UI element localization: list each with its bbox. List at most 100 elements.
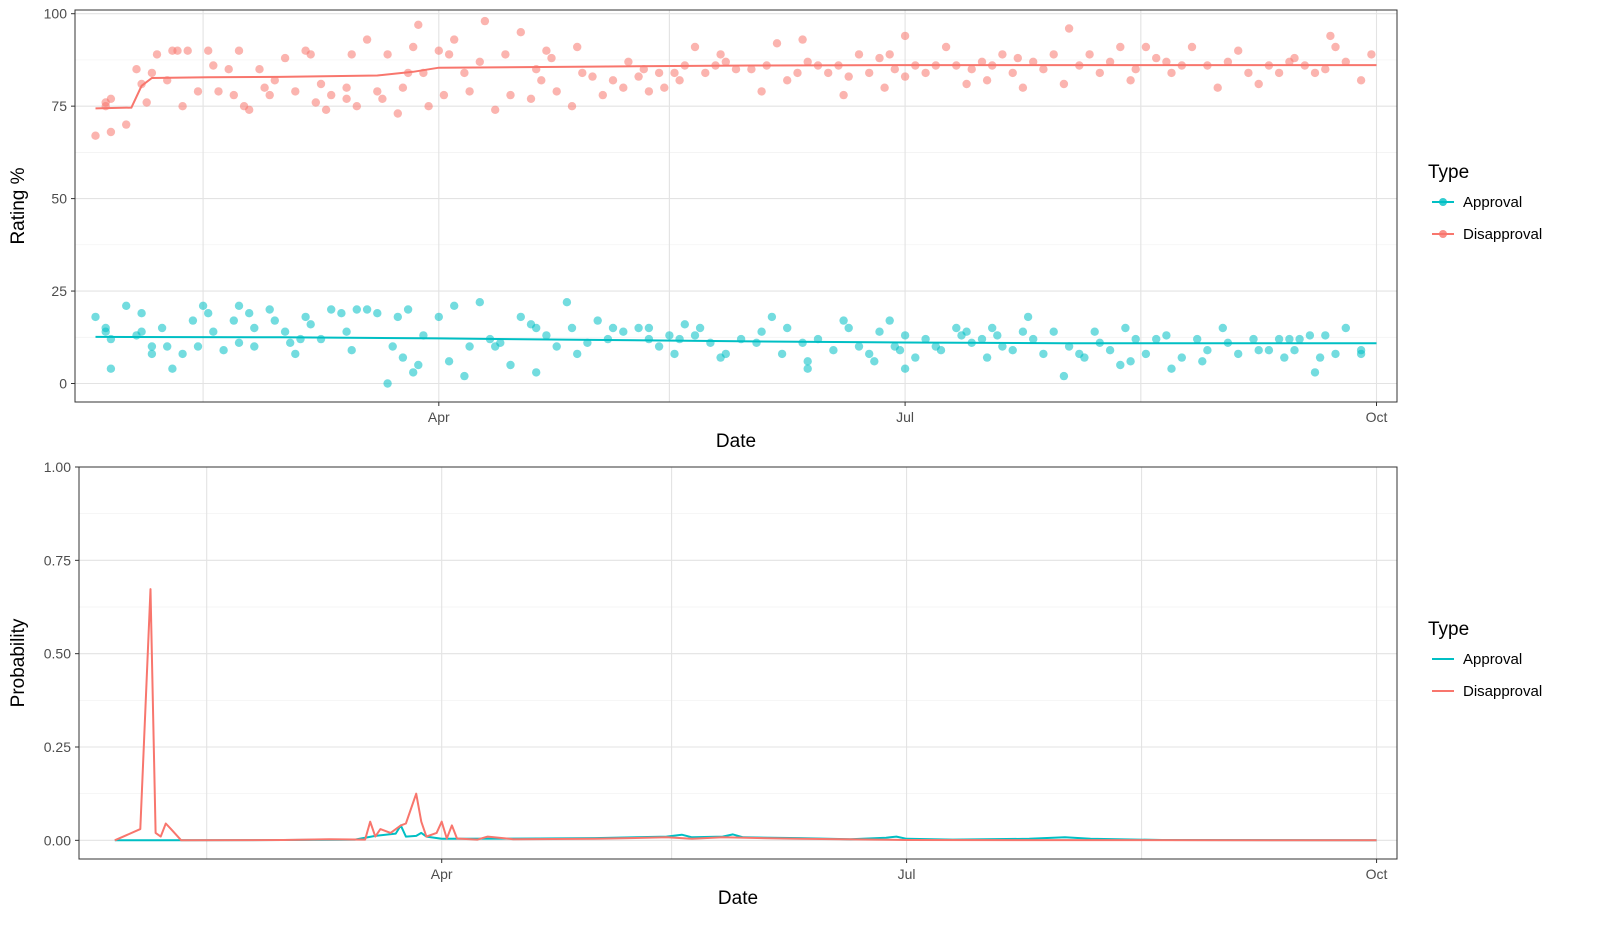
data-point <box>962 79 971 89</box>
data-point <box>644 87 654 96</box>
data-point <box>265 90 274 100</box>
y-tick-label: 50 <box>51 191 67 207</box>
data-point <box>475 298 484 307</box>
data-point <box>675 76 684 85</box>
data-point <box>900 364 910 373</box>
data-point <box>214 87 223 96</box>
data-point <box>106 94 116 104</box>
data-point <box>634 72 643 81</box>
data-point <box>1167 68 1176 78</box>
data-point <box>204 46 213 55</box>
data-point <box>1131 334 1140 344</box>
y-tick-label: 100 <box>44 6 68 22</box>
data-point <box>342 83 351 92</box>
data-point <box>460 68 469 78</box>
data-point <box>757 327 766 336</box>
data-point <box>962 327 971 336</box>
data-point <box>829 346 838 355</box>
data-point <box>142 98 151 107</box>
data-point <box>516 312 525 322</box>
data-point <box>1059 371 1069 381</box>
data-point <box>409 368 418 377</box>
data-point <box>1234 46 1243 55</box>
data-point <box>137 327 146 336</box>
data-point <box>1049 327 1058 336</box>
data-point <box>1013 53 1022 63</box>
data-point <box>701 68 710 78</box>
data-point <box>552 342 561 351</box>
data-point <box>1049 50 1058 59</box>
points-disapproval <box>91 16 1376 140</box>
data-point <box>1331 349 1340 359</box>
data-point <box>234 301 244 310</box>
legend-label: Approval <box>1463 651 1522 668</box>
legend: Type Approval Disapproval <box>1428 162 1542 243</box>
data-point <box>460 371 469 381</box>
data-point <box>854 342 864 351</box>
data-point <box>393 312 402 322</box>
data-point <box>936 346 946 355</box>
data-point <box>854 50 864 59</box>
data-point <box>865 349 874 359</box>
data-point <box>911 353 920 362</box>
data-point <box>1141 42 1151 52</box>
data-point <box>680 320 689 329</box>
data-point <box>224 65 233 74</box>
data-point <box>255 65 264 74</box>
data-point <box>875 327 884 336</box>
data-point <box>414 20 423 29</box>
data-point <box>1285 334 1294 344</box>
data-point <box>532 368 541 377</box>
legend-key-marker <box>1439 198 1447 206</box>
data-point <box>803 364 812 373</box>
x-axis: Apr Jul Oct <box>431 859 1388 882</box>
data-point <box>91 312 100 322</box>
data-point <box>772 39 782 48</box>
data-point <box>270 76 279 85</box>
legend-label: Disapproval <box>1463 226 1542 243</box>
data-point <box>1341 323 1351 333</box>
data-point <box>619 327 628 336</box>
data-point <box>327 90 336 100</box>
data-point <box>921 68 930 78</box>
data-point <box>1254 79 1263 89</box>
data-point <box>721 349 730 359</box>
data-point <box>337 309 346 318</box>
data-point <box>824 68 833 78</box>
data-point <box>1223 57 1233 66</box>
x-tick-label: Jul <box>898 866 916 882</box>
data-point <box>1331 42 1340 52</box>
data-point <box>1280 353 1289 362</box>
data-point <box>1290 346 1299 355</box>
data-point <box>1254 346 1263 355</box>
y-tick-label: 0.00 <box>44 832 71 848</box>
y-tick-label: 25 <box>51 283 67 299</box>
data-point <box>301 312 310 322</box>
data-point <box>952 323 961 333</box>
y-tick-label: 0 <box>59 376 67 392</box>
data-point <box>988 323 997 333</box>
data-point <box>654 342 664 351</box>
data-point <box>327 305 336 314</box>
probability-chart: 0.00 0.25 0.50 0.75 1.00 Apr Jul Oct Date Probabi… <box>8 459 1542 909</box>
data-point <box>1090 327 1099 336</box>
data-point <box>654 68 664 78</box>
data-point <box>875 53 884 63</box>
legend-key-disapproval <box>1432 230 1454 238</box>
data-point <box>347 50 356 59</box>
data-point <box>362 35 372 44</box>
data-point <box>245 309 254 318</box>
data-point <box>865 68 874 78</box>
rating-chart: 0 25 50 75 100 Apr Jul Oct Date Rating % Type Appro… <box>8 6 1542 452</box>
data-point <box>373 309 382 318</box>
data-point <box>434 46 443 55</box>
data-point <box>178 349 187 359</box>
data-point <box>783 76 792 85</box>
data-point <box>793 68 802 78</box>
data-point <box>450 35 459 44</box>
points-approval <box>91 298 1366 388</box>
data-point <box>296 334 305 344</box>
data-point <box>982 353 992 362</box>
data-point <box>803 57 812 66</box>
x-tick-label: Oct <box>1366 866 1388 882</box>
